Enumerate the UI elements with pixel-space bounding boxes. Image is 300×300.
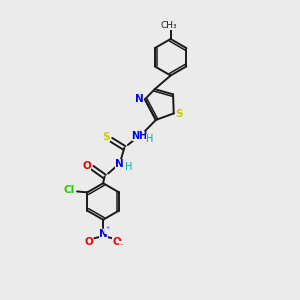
Text: H: H bbox=[125, 162, 132, 172]
Text: O: O bbox=[84, 237, 93, 247]
Text: O: O bbox=[82, 160, 91, 171]
Text: S: S bbox=[175, 109, 183, 119]
Text: N: N bbox=[115, 159, 123, 170]
Text: N: N bbox=[135, 94, 144, 104]
Text: ⁻: ⁻ bbox=[119, 241, 123, 250]
Text: H: H bbox=[146, 134, 154, 144]
Text: NH: NH bbox=[131, 131, 148, 141]
Text: N: N bbox=[99, 229, 107, 239]
Text: CH₃: CH₃ bbox=[161, 21, 178, 30]
Text: O: O bbox=[112, 237, 121, 247]
Text: Cl: Cl bbox=[63, 185, 75, 195]
Text: S: S bbox=[102, 132, 110, 142]
Text: ⁺: ⁺ bbox=[105, 225, 109, 234]
